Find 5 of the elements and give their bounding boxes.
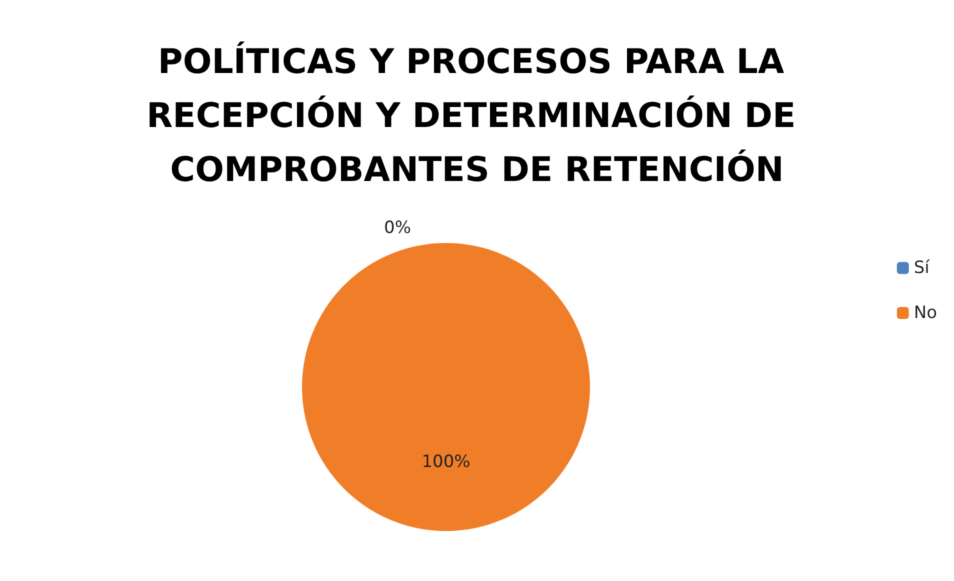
data-label: 100% [422, 452, 470, 472]
text: 0% [384, 218, 411, 238]
legend-label: Sí [914, 258, 931, 278]
chart-title: POLÍTICAS Y PROCESOS PARA LA RECEPCIÓN Y DETERMINACIÓN DE COMPROBANTES DE RETENCIÓN [146, 41, 808, 190]
legend-label: No [914, 303, 938, 323]
